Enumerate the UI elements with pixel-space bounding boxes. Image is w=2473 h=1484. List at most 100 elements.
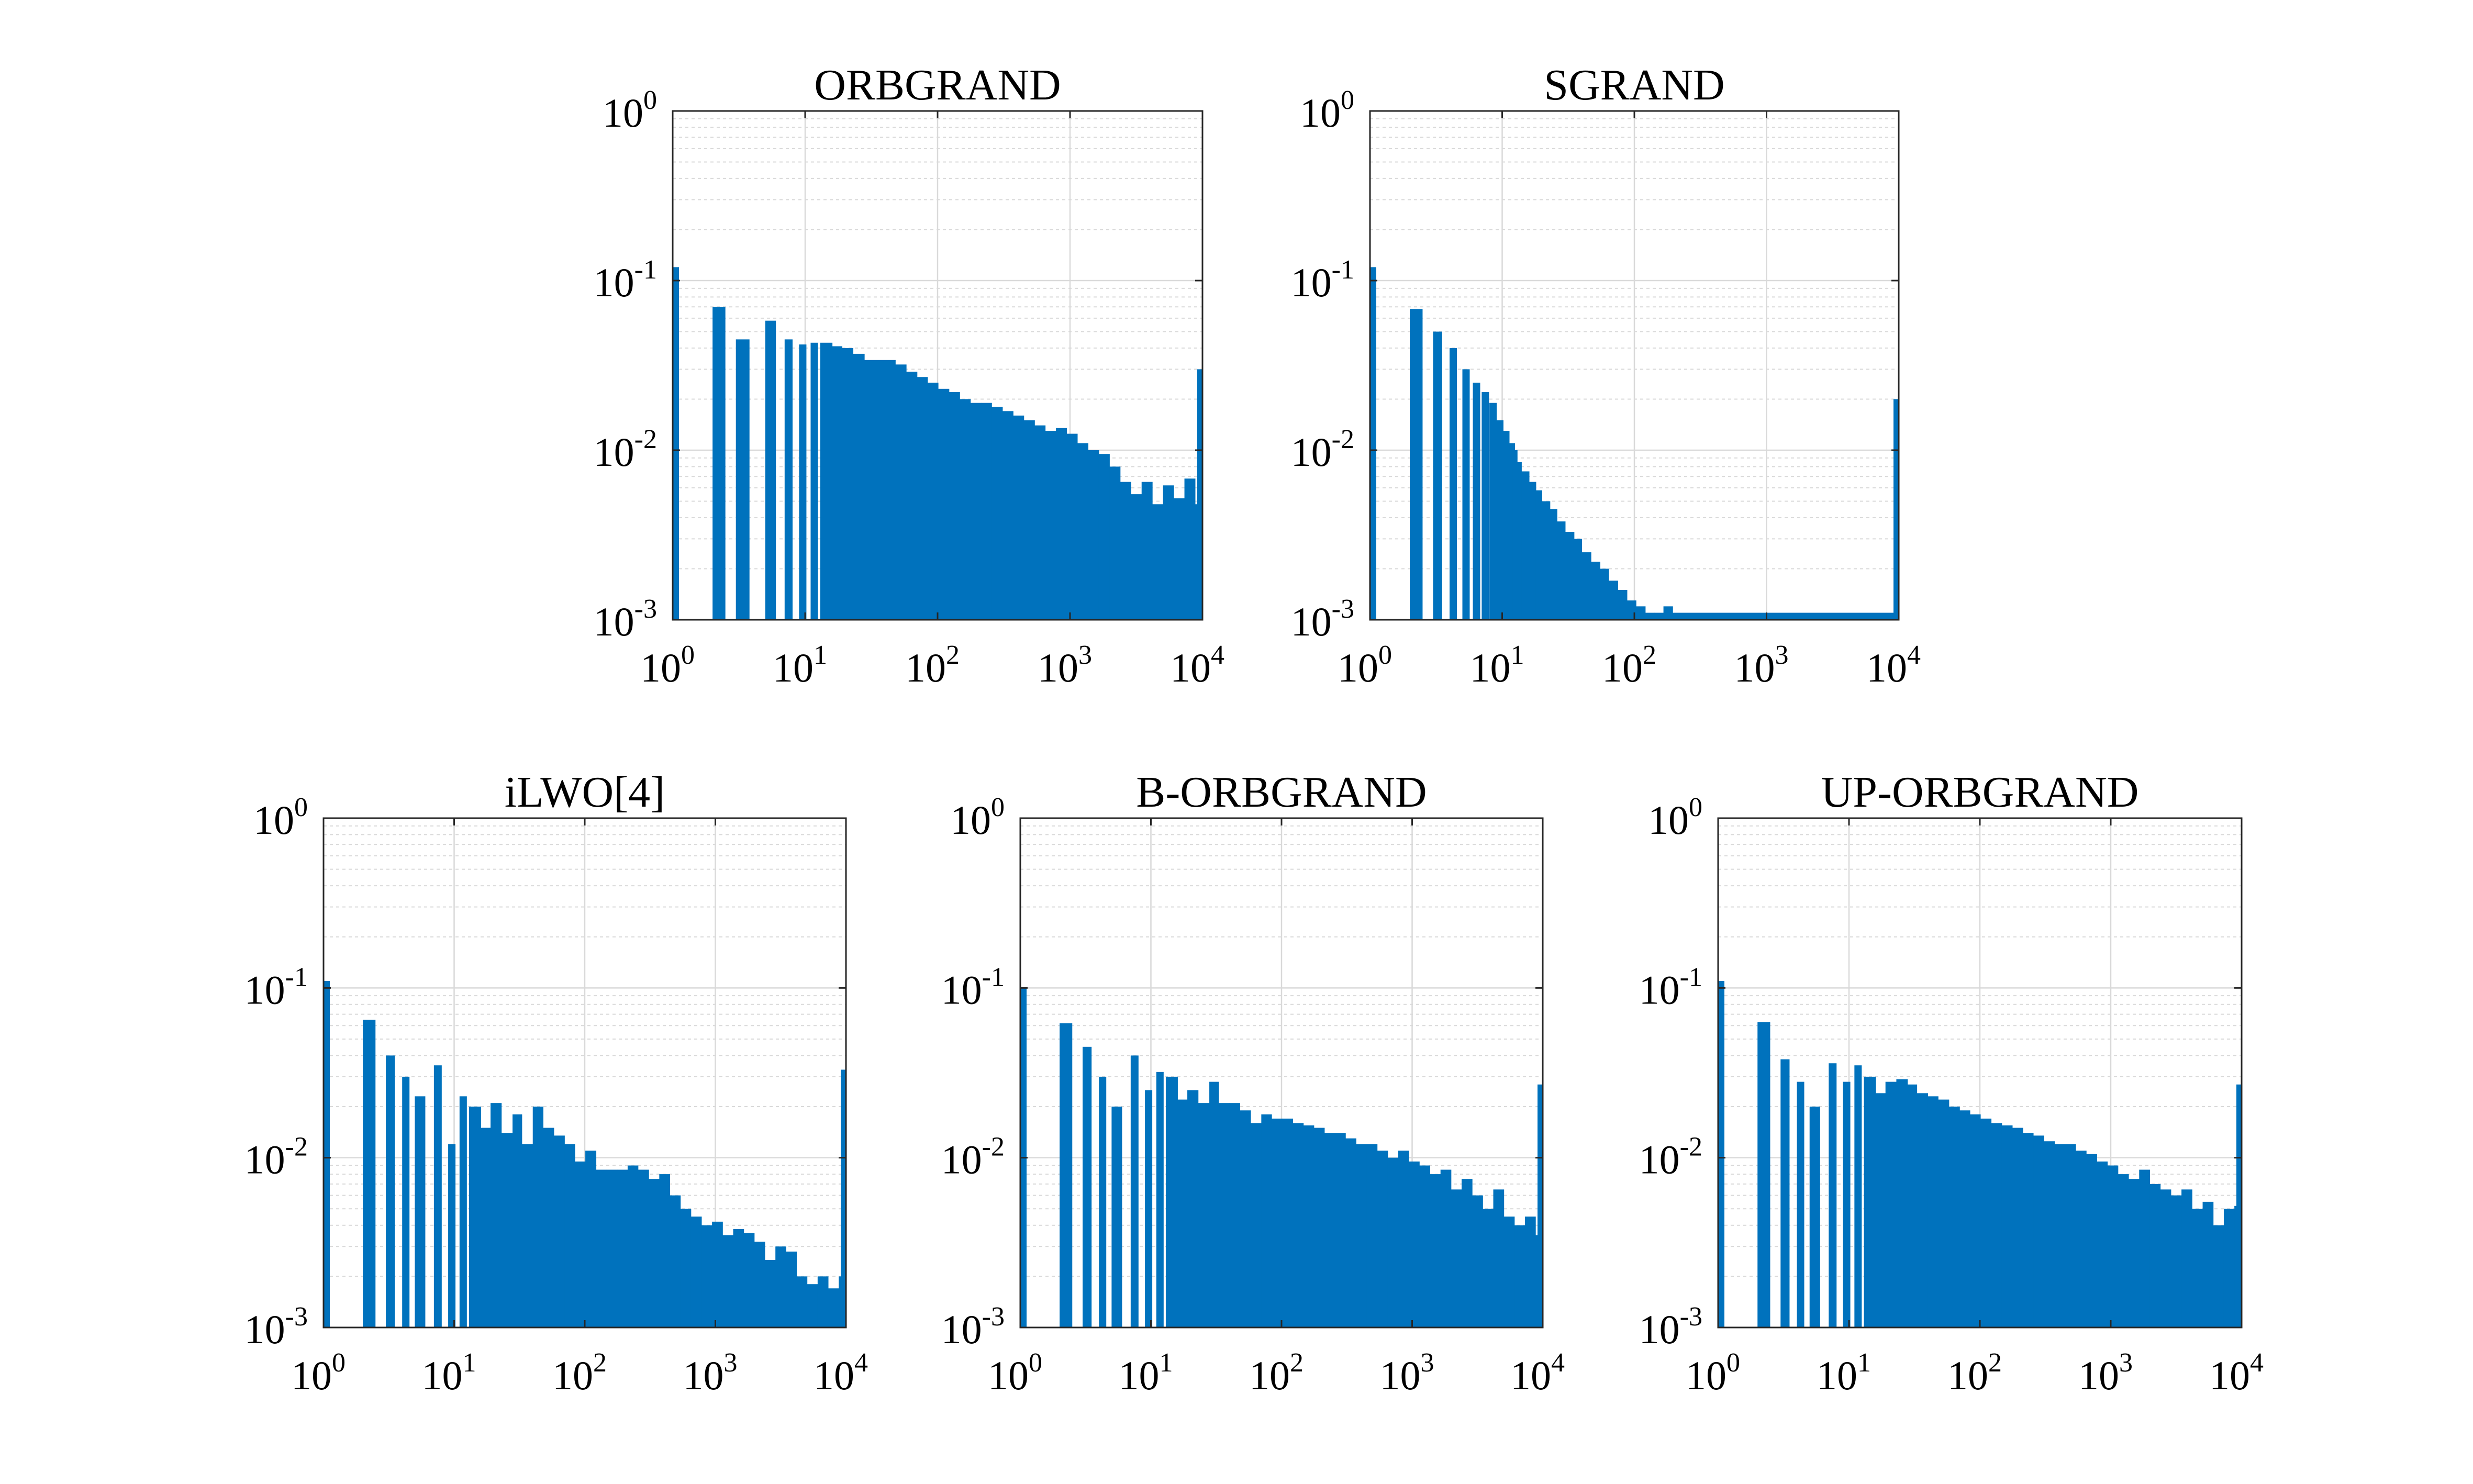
bar (1473, 383, 1480, 620)
bar (970, 403, 982, 620)
bars (1370, 267, 1899, 620)
bar (1917, 1093, 1929, 1327)
y-tick-label: 10-1 (244, 962, 308, 1012)
bar (807, 1284, 818, 1327)
bar (1609, 581, 1618, 620)
tick-base: 10 (773, 645, 814, 690)
tick-exponent: -3 (1680, 1302, 1702, 1332)
bar (842, 348, 854, 620)
bar (1876, 1093, 1886, 1327)
bar (2086, 1154, 2097, 1327)
tick-marks (322, 817, 847, 1329)
bar (1131, 494, 1142, 620)
bar (2107, 1165, 2119, 1327)
bar (1928, 1096, 1939, 1327)
bar (680, 1209, 692, 1327)
x-tick-label: 103 (683, 1348, 738, 1398)
bar (784, 339, 793, 620)
y-tick-label: 100 (603, 85, 657, 136)
bar (1809, 1107, 1820, 1327)
tick-exponent: -1 (1332, 255, 1354, 285)
tick-exponent: 0 (294, 793, 308, 822)
x-tick-label: 104 (1510, 1348, 1565, 1398)
bar (1538, 1084, 1543, 1327)
bar (2202, 1201, 2214, 1327)
bar (832, 346, 843, 620)
tick-base: 10 (594, 429, 634, 475)
x-tick-label: 102 (905, 640, 960, 690)
bar (1240, 1110, 1251, 1327)
y-tick-label: 100 (1300, 85, 1354, 136)
y-tick-label: 10-1 (941, 962, 1005, 1012)
bar (775, 1246, 786, 1327)
tick-exponent: -2 (1332, 425, 1354, 454)
tick-exponent: 2 (946, 640, 960, 670)
bars (1718, 980, 2242, 1327)
tick-base: 10 (1338, 645, 1378, 690)
bar (895, 364, 907, 620)
bar (1654, 612, 1664, 620)
bar (938, 388, 950, 620)
bar (1493, 1189, 1505, 1327)
bar (553, 1135, 565, 1327)
bar (1472, 1195, 1483, 1327)
bar (949, 392, 960, 620)
bar (1512, 450, 1518, 620)
bar (927, 383, 939, 620)
bar (1334, 1133, 1346, 1327)
bar (649, 1179, 660, 1327)
x-tick-label: 102 (552, 1348, 607, 1398)
tick-base: 10 (905, 645, 946, 690)
bar (1503, 1217, 1515, 1327)
bar (606, 1169, 618, 1327)
x-tick-label: 100 (1338, 640, 1392, 690)
tick-base: 10 (1510, 1353, 1551, 1398)
bar (1163, 485, 1174, 620)
tick-exponent: 3 (724, 1348, 738, 1378)
tick-exponent: 1 (1511, 640, 1524, 670)
tick-exponent: 0 (1341, 85, 1354, 115)
tick-base: 10 (1380, 1353, 1421, 1398)
x-tick-label: 101 (1470, 640, 1524, 690)
bar (1130, 1055, 1139, 1327)
tick-base: 10 (603, 90, 643, 136)
bar (1370, 267, 1376, 620)
panel-title: SGRAND (1544, 61, 1724, 109)
bar (1525, 1217, 1536, 1327)
bar (1843, 1081, 1851, 1327)
bar (433, 1065, 442, 1327)
bar (1409, 1161, 1420, 1327)
tick-exponent: -1 (982, 962, 1005, 992)
bar (981, 403, 992, 620)
bar (1410, 309, 1423, 620)
tick-exponent: 0 (1689, 793, 1702, 822)
bar (1387, 1157, 1399, 1327)
bar (2236, 1084, 2242, 1327)
bar (1272, 1118, 1283, 1327)
bar (733, 1229, 744, 1327)
bar (736, 339, 750, 620)
x-tick-label: 102 (1602, 640, 1656, 690)
bar (448, 1144, 456, 1327)
bar (1282, 1118, 1294, 1327)
tick-base: 10 (1686, 1353, 1726, 1398)
bar (1618, 589, 1628, 620)
tick-exponent: 1 (1857, 1348, 1871, 1378)
x-tick-label: 101 (422, 1348, 476, 1398)
bars (1020, 988, 1543, 1327)
bar (1098, 454, 1110, 620)
tick-exponent: 2 (593, 1348, 607, 1378)
bar (1542, 501, 1551, 620)
y-tick-label: 10-3 (1639, 1302, 1702, 1352)
bar (786, 1251, 797, 1327)
tick-exponent: 2 (1643, 640, 1656, 670)
x-tick-label: 100 (291, 1348, 346, 1398)
bar (722, 1235, 734, 1327)
bar (575, 1161, 586, 1327)
bar (1450, 348, 1457, 620)
bar (1303, 1125, 1315, 1327)
bar (513, 1114, 522, 1327)
x-tick-label: 103 (1038, 640, 1092, 690)
y-tick-label: 10-1 (594, 255, 657, 305)
bar (1218, 1103, 1230, 1327)
